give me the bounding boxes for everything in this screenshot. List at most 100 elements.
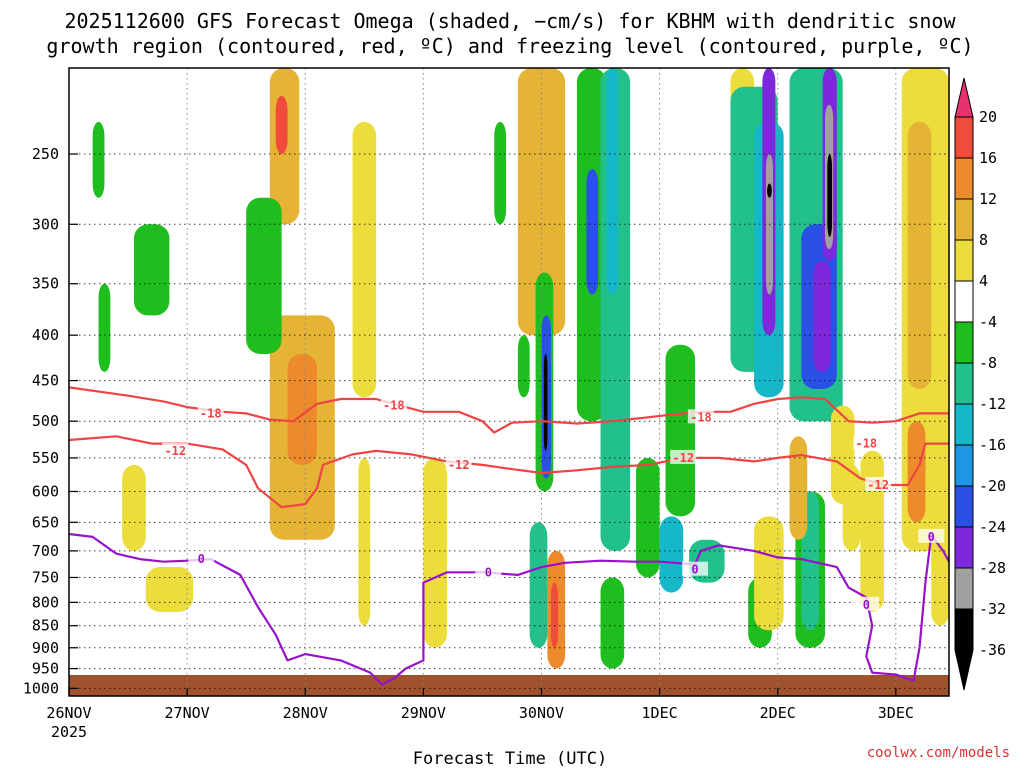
x-tick-label-3: 29NOV (401, 704, 446, 722)
y-tick-label-12: 850 (32, 617, 59, 635)
x-tick-label-6: 2DEC (760, 704, 796, 722)
contour-layer: -18 -18 -18 -18 -12 -12 -12 -12 0 0 0 0 0 (68, 386, 950, 686)
contour-label-2-1: 0 (485, 565, 492, 579)
omega-blob-23 (635, 457, 660, 578)
colorbar-swatch-6 (954, 362, 974, 405)
contour-label-0-1: -18 (383, 398, 405, 412)
contour-label-bg-2-1 (475, 564, 502, 579)
omega-blob-17 (529, 522, 548, 648)
contour-label-bg-2-3 (853, 596, 880, 611)
contour-label-0-0: -18 (200, 406, 222, 420)
colorbar-label-13: -36 (979, 641, 1006, 659)
omega-blob-21 (606, 68, 619, 295)
y-tick-label-4: 450 (32, 372, 59, 390)
contour-label-2-4: 0 (928, 530, 935, 544)
contour-label-0-2: -18 (690, 410, 712, 424)
y-tick-label-6: 550 (32, 449, 59, 467)
chart-title-line1: 2025112600 GFS Forecast Omega (shaded, −… (64, 9, 956, 33)
contour-label-bg-1-0 (162, 442, 189, 457)
contour-label-2-0: 0 (198, 552, 205, 566)
omega-blob-54 (517, 335, 530, 398)
omega-blob-10 (423, 457, 447, 648)
y-tick-label-13: 900 (32, 639, 59, 657)
colorbar-swatch-7 (954, 403, 974, 446)
colorbar-swatch-2 (954, 198, 974, 241)
contour-label-2-3: 0 (863, 598, 870, 612)
y-tick-label-11: 800 (32, 593, 59, 611)
colorbar-swatch-4 (954, 280, 974, 323)
omega-blob-24 (659, 516, 684, 593)
colorbar-swatch-1 (954, 157, 974, 200)
grid-lines (68, 68, 949, 696)
omega-blob-11 (517, 68, 566, 336)
y-tick-label-14: 950 (32, 660, 59, 678)
x-tick-label-4: 30NOV (519, 704, 564, 722)
colorbar-label-4: 4 (979, 272, 988, 290)
omega-blob-4 (246, 197, 282, 354)
contour-label-2-2: 0 (691, 563, 698, 577)
colorbar-label-7: -12 (979, 395, 1006, 413)
y-tick-label-10: 750 (32, 568, 59, 586)
colorbar-swatch-12 (954, 608, 974, 651)
omega-blob-25 (665, 344, 696, 517)
colorbar-swatch-3 (954, 239, 974, 282)
omega-blob-6 (145, 567, 194, 612)
omega-blob-9 (358, 457, 371, 626)
x-tick-label-7: 3DEC (878, 704, 914, 722)
y-tick-label-9: 700 (32, 542, 59, 560)
colorbar-label-8: -16 (979, 436, 1006, 454)
omega-blob-38 (827, 154, 833, 237)
contour-label-bg-2-0 (188, 551, 215, 566)
x-tick-label-1: 27NOV (165, 704, 210, 722)
contour-label-bg-1-1 (445, 456, 472, 471)
contour-label-bg-2-2 (682, 561, 709, 576)
colorbar-swatch-5 (954, 321, 974, 364)
y-tick-label-5: 500 (32, 412, 59, 430)
omega-blob-51 (92, 121, 105, 198)
x-tick-sublabel-0: 2025 (51, 723, 87, 741)
omega-blob-22 (600, 577, 625, 669)
contour-line--18 (68, 386, 949, 434)
contour-label-bg-1-3 (865, 476, 892, 491)
x-tick-label-2: 28NOV (283, 704, 328, 722)
omega-blob-50 (931, 522, 949, 626)
colorbar-label-5: -4 (979, 313, 997, 331)
omega-blob-32 (767, 183, 772, 198)
omega-blob-16 (550, 582, 559, 648)
colorbar-label-11: -28 (979, 559, 1006, 577)
y-tick-label-8: 650 (32, 513, 59, 531)
colorbar-swatch-0 (954, 116, 974, 159)
contour-label-bg-1-2 (670, 449, 697, 464)
omega-blob-53 (494, 121, 507, 225)
colorbar-label-6: -8 (979, 354, 997, 372)
colorbar-label-9: -20 (979, 477, 1006, 495)
colorbar-label-10: -24 (979, 518, 1006, 536)
colorbar-label-2: 12 (979, 190, 997, 208)
omega-blob-46 (860, 450, 885, 612)
contour-label-bg-2-4 (918, 528, 945, 543)
contour-label-bg-0-1 (380, 397, 407, 412)
omega-blob-45 (842, 464, 861, 551)
omega-blob-43 (789, 436, 808, 540)
contour-line-0 (68, 532, 950, 686)
chart-title-line2: growth region (contoured, red, ºC) and f… (46, 34, 973, 58)
y-tick-label-7: 600 (32, 482, 59, 500)
colorbar-top-arrow (954, 77, 974, 118)
omega-blob-42 (754, 516, 784, 631)
y-tick-label-3: 400 (32, 326, 59, 344)
omega-blob-19 (586, 169, 599, 295)
omega-blob-3 (287, 353, 318, 465)
ground-terrain (69, 675, 949, 696)
colorbar-label-12: -32 (979, 600, 1006, 618)
colorbar-swatch-9 (954, 485, 974, 528)
contour-label-bg-0-0 (197, 405, 224, 420)
colorbar-bottom-arrow (954, 649, 974, 691)
x-axis-label: Forecast Time (UTC) (413, 749, 607, 768)
omega-blob-7 (133, 224, 170, 316)
omega-shading-layer (92, 68, 949, 669)
colorbar-swatch-10 (954, 526, 974, 569)
contour-label-1-2: -12 (672, 451, 694, 465)
